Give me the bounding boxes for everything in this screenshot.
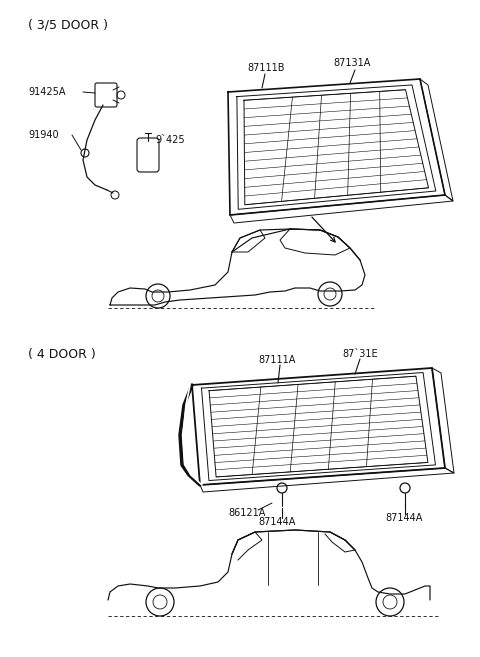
Text: 87144A: 87144A [385,513,422,523]
Text: 87144A: 87144A [258,517,295,527]
Text: 87131A: 87131A [333,58,371,68]
Text: 87111B: 87111B [247,63,285,73]
Text: 86121A: 86121A [228,508,265,518]
Text: 87`31E: 87`31E [342,349,378,359]
Text: 91940: 91940 [28,130,59,140]
Text: 91425A: 91425A [28,87,65,97]
Text: ( 3/5 DOOR ): ( 3/5 DOOR ) [28,18,108,31]
Text: 9`425: 9`425 [155,135,185,145]
Text: ( 4 DOOR ): ( 4 DOOR ) [28,348,96,361]
Text: 87111A: 87111A [258,355,295,365]
